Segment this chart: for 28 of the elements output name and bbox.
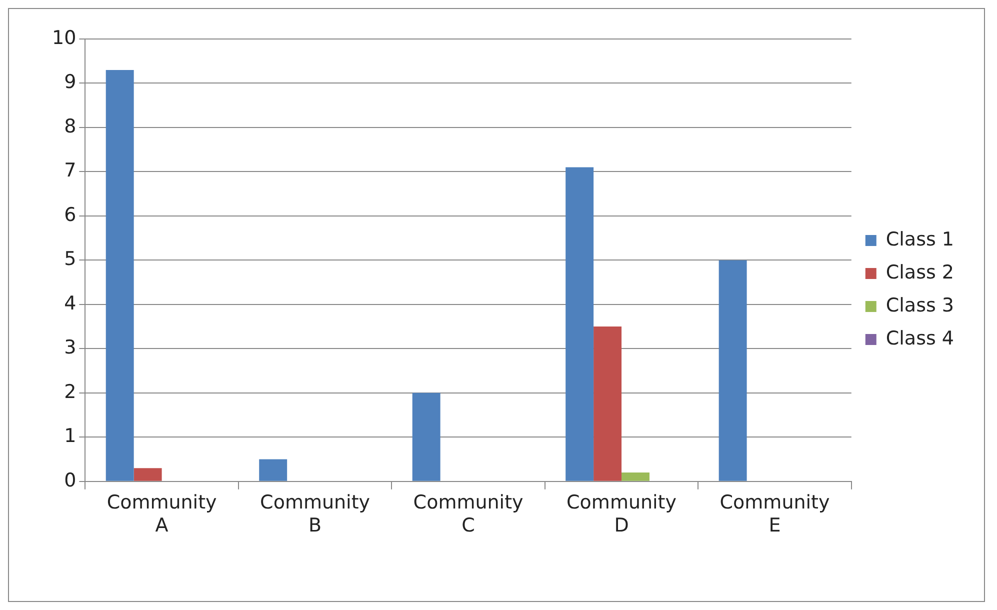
y-tick-label: 8 [64, 115, 76, 138]
bar [566, 167, 594, 481]
y-tick-label: 10 [52, 26, 76, 49]
x-tick-label: Community A [106, 492, 217, 537]
x-tick-label: Community D [566, 492, 677, 537]
legend-label: Class 3 [886, 294, 954, 316]
y-tick-label: 7 [64, 160, 76, 182]
x-tick-label: Community E [720, 492, 830, 537]
y-tick-label: 0 [64, 469, 76, 492]
bar [106, 70, 134, 481]
bar [259, 459, 288, 481]
y-tick-label: 1 [64, 425, 76, 448]
y-tick-label: 2 [64, 380, 76, 403]
y-tick-label: 6 [64, 204, 76, 226]
legend-label: Class 4 [886, 327, 954, 350]
bar [622, 472, 650, 481]
y-tick-label: 5 [64, 248, 76, 270]
y-tick-label: 4 [64, 292, 76, 314]
x-tick-label: Community B [260, 492, 370, 537]
bar [594, 326, 622, 481]
bar [412, 392, 440, 481]
y-tick-label: 9 [64, 71, 76, 94]
bar [134, 468, 162, 481]
bar [718, 260, 747, 481]
y-tick-label: 3 [64, 336, 76, 359]
legend-label: Class 1 [886, 228, 954, 250]
x-tick-label: Community C [413, 492, 524, 537]
legend-label: Class 2 [886, 261, 954, 284]
